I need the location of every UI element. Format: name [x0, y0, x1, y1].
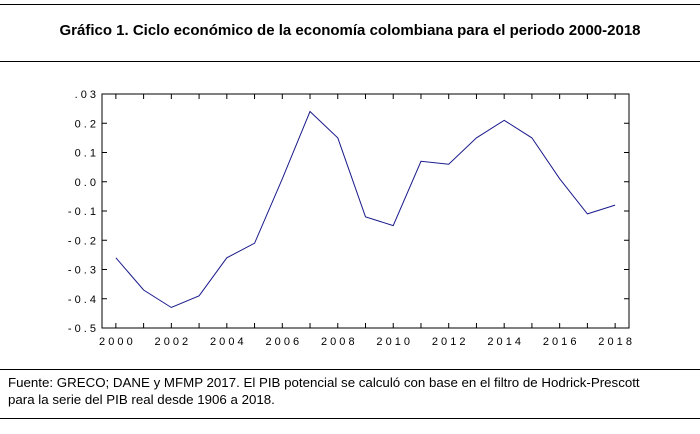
x-tick-label: 2 0 0 0 — [99, 336, 133, 348]
x-tick-label: 2 0 1 8 — [598, 336, 632, 348]
x-axis-tick-labels: 2 0 0 0 2 0 0 2 2 0 0 4 2 0 0 6 2 0 0 8 2 0 1… — [99, 336, 632, 348]
series-group — [115, 110, 616, 309]
plot-frame — [101, 93, 630, 329]
y-tick-label: 0 . 2 — [75, 118, 96, 130]
x-tick-label: 2 0 0 8 — [321, 336, 355, 348]
line-chart: - 0 . 5 - 0 . 4 - 0 . 3 - 0 . 2 - 0 . 1 0 . 0… — [68, 89, 632, 348]
y-tick-label: - 0 . 4 — [68, 294, 96, 306]
y-axis-tick-labels: - 0 . 5 - 0 . 4 - 0 . 3 - 0 . 2 - 0 . 1 0 . 0… — [68, 89, 96, 335]
x-tick-label: 2 0 1 6 — [543, 336, 577, 348]
x-tick-label: 2 0 0 4 — [210, 336, 244, 348]
y-tick-label: 0 . 0 — [75, 177, 96, 189]
y-tick-label: - 0 . 5 — [68, 323, 96, 335]
x-tick-label: 2 0 1 2 — [432, 336, 466, 348]
y-tick-label: - 0 . 1 — [68, 206, 96, 218]
top-rule — [0, 4, 700, 5]
source-note: Fuente: GRECO; DANE y MFMP 2017. El PIB … — [8, 374, 698, 408]
bottom-rule — [0, 418, 700, 419]
y-tick-label: - 0 . 3 — [68, 265, 96, 277]
y-tick-label: - 0 . 2 — [68, 235, 96, 247]
source-top-rule — [0, 369, 700, 370]
x-tick-label: 2 0 1 0 — [376, 336, 410, 348]
source-line-1: Fuente: GRECO; DANE y MFMP 2017. El PIB … — [8, 375, 640, 390]
x-tick-label: 2 0 0 6 — [265, 336, 299, 348]
series-line — [115, 110, 616, 309]
y-tick-label: . 0 3 — [75, 89, 96, 101]
source-line-2: para la serie del PIB real desde 1906 a … — [8, 392, 275, 407]
axis-ticks — [102, 93, 629, 329]
y-tick-label: 0 . 1 — [75, 148, 96, 160]
x-tick-label: 2 0 1 4 — [487, 336, 521, 348]
x-tick-label: 2 0 0 2 — [155, 336, 189, 348]
title-bottom-rule — [0, 61, 700, 62]
chart-title: Gráfico 1. Ciclo económico de la economí… — [59, 22, 641, 39]
